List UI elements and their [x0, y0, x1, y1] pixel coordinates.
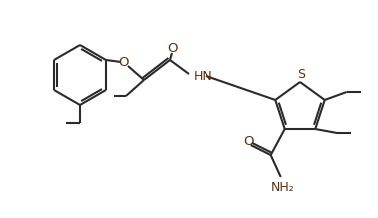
Text: O: O: [168, 41, 178, 54]
Text: NH₂: NH₂: [271, 181, 294, 194]
Text: O: O: [119, 56, 129, 68]
Text: O: O: [243, 135, 254, 148]
Text: S: S: [297, 68, 305, 81]
Text: HN: HN: [194, 70, 213, 82]
